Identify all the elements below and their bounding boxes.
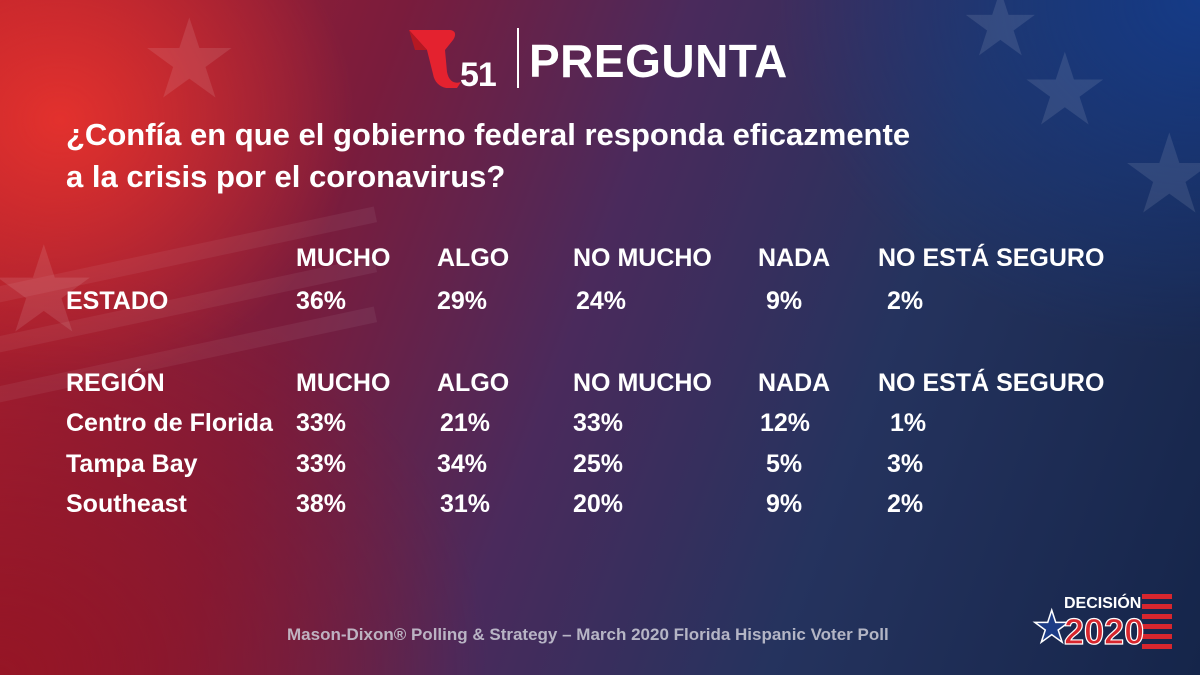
region-header-mucho: MUCHO xyxy=(296,369,391,397)
region-title: REGIÓN xyxy=(66,369,165,397)
table-cell: 33% xyxy=(296,409,347,437)
table-cell: 20% xyxy=(573,490,624,518)
channel-number: 51 xyxy=(460,56,497,94)
poll-question: ¿Confía en que el gobierno federal respo… xyxy=(66,114,966,198)
decision-year: 2020 xyxy=(1064,611,1144,650)
table-cell: 2% xyxy=(887,490,924,518)
table-row-label: Centro de Florida xyxy=(66,409,273,437)
state-value-no-mucho: 24% xyxy=(576,287,627,315)
region-header-algo: ALGO xyxy=(437,369,510,397)
table-cell: 33% xyxy=(573,409,624,437)
star-icon: ★ xyxy=(140,0,239,121)
poll-source: Mason-Dixon® Polling & Strategy – March … xyxy=(287,625,889,644)
decision-2020-logo-icon: ★ DECISIÓN 2020 xyxy=(1031,593,1172,650)
question-line-1: ¿Confía en que el gobierno federal respo… xyxy=(66,117,911,152)
header-divider xyxy=(517,28,519,88)
star-icon: ★ xyxy=(960,0,1041,75)
star-icon: ★ xyxy=(1020,34,1110,146)
state-header-mucho: MUCHO xyxy=(296,244,391,272)
state-row-label: ESTADO xyxy=(66,287,169,315)
state-header-no-esta-seguro: NO ESTÁ SEGURO xyxy=(878,244,1105,272)
region-header-nada: NADA xyxy=(758,369,831,397)
table-cell: 25% xyxy=(573,450,624,478)
region-header-no-esta-seguro: NO ESTÁ SEGURO xyxy=(878,369,1105,397)
table-cell: 1% xyxy=(890,409,927,437)
table-cell: 12% xyxy=(760,409,811,437)
star-icon: ★ xyxy=(1120,113,1200,236)
state-header-no-mucho: NO MUCHO xyxy=(573,244,712,272)
table-cell: 5% xyxy=(766,450,803,478)
question-line-2: a la crisis por el coronavirus? xyxy=(66,159,506,194)
state-value-algo: 29% xyxy=(437,287,488,315)
telemundo-t-logo-icon xyxy=(409,30,461,88)
table-row-label: Tampa Bay xyxy=(66,450,198,478)
state-value-no-esta-seguro: 2% xyxy=(887,287,924,315)
state-value-nada: 9% xyxy=(766,287,803,315)
decision-word: DECISIÓN xyxy=(1064,593,1141,612)
state-header-nada: NADA xyxy=(758,244,831,272)
region-header-no-mucho: NO MUCHO xyxy=(573,369,712,397)
header: 51 PREGUNTA xyxy=(405,26,805,94)
table-cell: 3% xyxy=(887,450,924,478)
table-cell: 31% xyxy=(440,490,491,518)
state-value-mucho: 36% xyxy=(296,287,347,315)
star-icon: ★ xyxy=(0,223,98,357)
table-cell: 9% xyxy=(766,490,803,518)
table-cell: 33% xyxy=(296,450,347,478)
state-header-algo: ALGO xyxy=(437,244,510,272)
table-cell: 21% xyxy=(440,409,491,437)
table-cell: 34% xyxy=(437,450,488,478)
table-row-label: Southeast xyxy=(66,490,187,518)
table-cell: 38% xyxy=(296,490,347,518)
section-title: PREGUNTA xyxy=(529,35,788,87)
svg-text:★: ★ xyxy=(1032,602,1071,650)
